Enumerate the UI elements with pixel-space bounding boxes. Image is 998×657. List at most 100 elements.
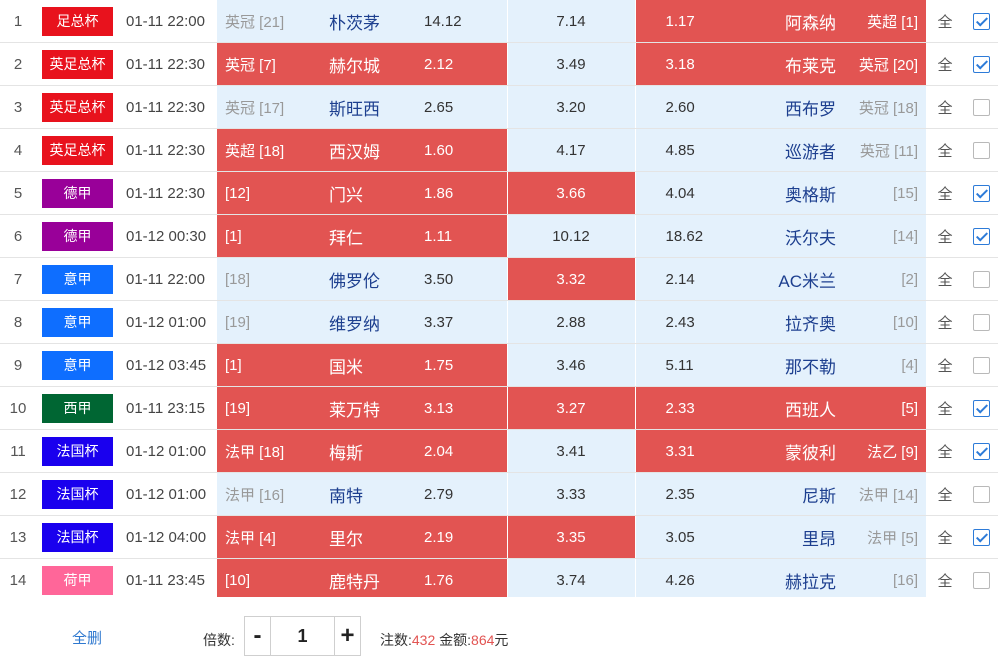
row-checkbox[interactable]	[972, 571, 990, 589]
home-win-option[interactable]: [19] 维罗纳 3.37	[217, 300, 508, 344]
away-win-odds: 5.11	[665, 356, 694, 374]
away-win-option[interactable]: 2.60 西布罗 英冠 [18]	[635, 85, 926, 129]
select-all-option[interactable]: 全	[926, 558, 964, 602]
match-row: 10 西甲 01-11 23:15 [19] 莱万特 3.13 3.27 2.33 西班人 [5]…	[0, 386, 998, 430]
home-team-rank: 法甲 [4]	[225, 529, 276, 547]
home-win-option[interactable]: 法甲 [16] 南特 2.79	[217, 472, 508, 516]
select-all-option[interactable]: 全	[926, 171, 964, 215]
select-all-option[interactable]: 全	[926, 128, 964, 172]
row-checkbox[interactable]	[972, 485, 990, 503]
match-row: 8 意甲 01-12 01:00 [19] 维罗纳 3.37 2.88 2.43 拉齐奥 [10]…	[0, 300, 998, 344]
draw-option[interactable]: 3.74	[507, 558, 636, 602]
draw-option[interactable]: 7.14	[507, 0, 636, 43]
home-win-option[interactable]: 英冠 [7] 赫尔城 2.12	[217, 42, 508, 86]
away-win-option[interactable]: 2.35 尼斯 法甲 [14]	[635, 472, 926, 516]
away-option-body: 2.33 西班人 [5]	[635, 387, 926, 429]
league-badge: 德甲	[42, 178, 113, 208]
select-all-option[interactable]: 全	[926, 472, 964, 516]
select-all-option[interactable]: 全	[926, 214, 964, 258]
row-checkbox[interactable]	[972, 399, 990, 417]
select-all-option[interactable]: 全	[926, 257, 964, 301]
draw-option[interactable]: 3.27	[507, 386, 636, 430]
row-checkbox[interactable]	[972, 313, 990, 331]
row-checkbox[interactable]	[972, 141, 990, 159]
away-win-option[interactable]: 2.14 AC米兰 [2]	[635, 257, 926, 301]
home-option-body: [10] 鹿特丹 1.76	[217, 559, 506, 601]
home-win-option[interactable]: [10] 鹿特丹 1.76	[217, 558, 508, 602]
draw-option[interactable]: 3.49	[507, 42, 636, 86]
away-win-odds: 2.60	[665, 98, 695, 116]
home-win-option[interactable]: [1] 拜仁 1.11	[217, 214, 508, 258]
away-win-option[interactable]: 4.26 赫拉克 [16]	[635, 558, 926, 602]
home-win-option[interactable]: 英冠 [17] 斯旺西 2.65	[217, 85, 508, 129]
row-checkbox[interactable]	[972, 227, 990, 245]
home-option-body: 英冠 [7] 赫尔城 2.12	[217, 43, 506, 85]
row-checkbox[interactable]	[972, 98, 990, 116]
select-all-option[interactable]: 全	[926, 515, 964, 559]
away-team-rank: 英超 [1]	[867, 13, 918, 31]
amount-label: 金额:	[439, 632, 472, 648]
home-option-body: 英冠 [21] 朴茨茅 14.12	[217, 0, 506, 42]
away-win-option[interactable]: 2.33 西班人 [5]	[635, 386, 926, 430]
select-all-option[interactable]: 全	[926, 85, 964, 129]
home-win-option[interactable]: 英冠 [21] 朴茨茅 14.12	[217, 0, 508, 43]
home-win-option[interactable]: [12] 门兴 1.86	[217, 171, 508, 215]
draw-option[interactable]: 10.12	[507, 214, 636, 258]
draw-option[interactable]: 3.32	[507, 257, 636, 301]
away-win-option[interactable]: 4.04 奥格斯 [15]	[635, 171, 926, 215]
select-all-option[interactable]: 全	[926, 42, 964, 86]
away-team-rank: [4]	[901, 356, 918, 374]
row-checkbox[interactable]	[972, 12, 990, 30]
away-win-option[interactable]: 3.18 布莱克 英冠 [20]	[635, 42, 926, 86]
draw-option[interactable]: 3.66	[507, 171, 636, 215]
league-cell: 荷甲	[36, 558, 124, 602]
increase-multiplier-button[interactable]: +	[334, 617, 360, 655]
draw-option[interactable]: 4.17	[507, 128, 636, 172]
match-time: 01-11 22:30	[124, 85, 217, 129]
row-checkbox[interactable]	[972, 528, 990, 546]
away-win-option[interactable]: 3.05 里昂 法甲 [5]	[635, 515, 926, 559]
select-all-option[interactable]: 全	[926, 343, 964, 387]
draw-option[interactable]: 3.41	[507, 429, 636, 473]
away-win-option[interactable]: 5.11 那不勒 [4]	[635, 343, 926, 387]
home-win-option[interactable]: 法甲 [4] 里尔 2.19	[217, 515, 508, 559]
home-win-option[interactable]: [19] 莱万特 3.13	[217, 386, 508, 430]
away-option-body: 4.85 巡游者 英冠 [11]	[635, 129, 926, 171]
home-option-body: [1] 国米 1.75	[217, 344, 506, 386]
away-win-option[interactable]: 4.85 巡游者 英冠 [11]	[635, 128, 926, 172]
select-all-option[interactable]: 全	[926, 429, 964, 473]
home-team-name: 梅斯	[329, 443, 363, 463]
away-option-body: 18.62 沃尔夫 [14]	[635, 215, 926, 257]
draw-option[interactable]: 3.35	[507, 515, 636, 559]
away-win-option[interactable]: 2.43 拉齐奥 [10]	[635, 300, 926, 344]
match-time: 01-12 01:00	[124, 300, 217, 344]
row-checkbox[interactable]	[972, 442, 990, 460]
select-all-option[interactable]: 全	[926, 0, 964, 43]
away-win-option[interactable]: 1.17 阿森纳 英超 [1]	[635, 0, 926, 43]
draw-option[interactable]: 3.20	[507, 85, 636, 129]
league-badge: 法国杯	[42, 436, 113, 466]
row-checkbox[interactable]	[972, 270, 990, 288]
away-win-option[interactable]: 3.31 蒙彼利 法乙 [9]	[635, 429, 926, 473]
home-win-option[interactable]: 法甲 [18] 梅斯 2.04	[217, 429, 508, 473]
multiplier-input[interactable]	[271, 617, 334, 655]
row-checkbox[interactable]	[972, 55, 990, 73]
home-team-name: 斯旺西	[329, 99, 380, 119]
home-win-option[interactable]: 英超 [18] 西汉姆 1.60	[217, 128, 508, 172]
home-win-option[interactable]: [18] 佛罗伦 3.50	[217, 257, 508, 301]
decrease-multiplier-button[interactable]: -	[245, 617, 271, 655]
row-checkbox[interactable]	[972, 184, 990, 202]
home-team-rank: 英冠 [21]	[225, 13, 285, 31]
row-checkbox-cell	[964, 472, 998, 516]
home-win-option[interactable]: [1] 国米 1.75	[217, 343, 508, 387]
draw-option[interactable]: 2.88	[507, 300, 636, 344]
away-win-option[interactable]: 18.62 沃尔夫 [14]	[635, 214, 926, 258]
clear-all-link[interactable]: 全删	[72, 630, 103, 647]
select-all-option[interactable]: 全	[926, 300, 964, 344]
league-badge: 足总杯	[42, 6, 113, 36]
select-all-option[interactable]: 全	[926, 386, 964, 430]
away-option-body: 3.18 布莱克 英冠 [20]	[635, 43, 926, 85]
row-checkbox[interactable]	[972, 356, 990, 374]
draw-option[interactable]: 3.46	[507, 343, 636, 387]
draw-option[interactable]: 3.33	[507, 472, 636, 516]
